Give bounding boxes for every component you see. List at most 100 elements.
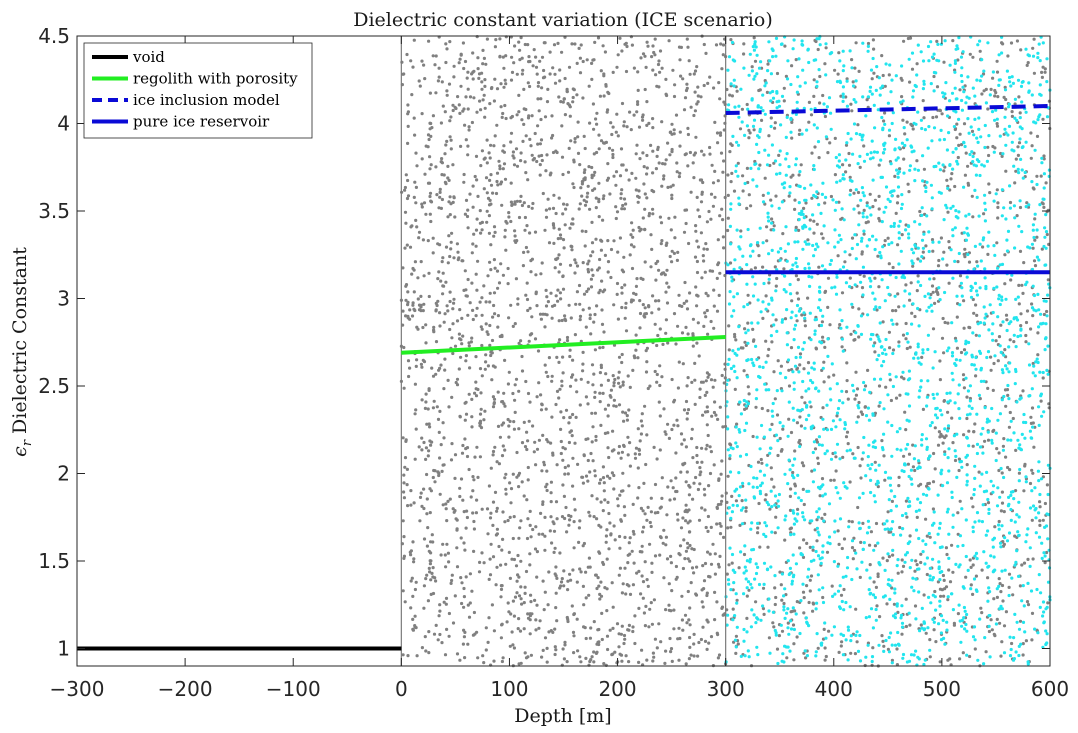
particle-point <box>587 593 591 597</box>
particle-point <box>424 341 428 345</box>
particle-point <box>982 662 986 666</box>
particle-point <box>686 332 690 336</box>
particle-point <box>1024 333 1028 338</box>
particle-point <box>488 102 492 106</box>
particle-point <box>704 525 708 530</box>
particle-point <box>448 327 452 332</box>
particle-point <box>746 580 751 584</box>
particle-point <box>602 94 606 98</box>
particle-point <box>540 469 544 473</box>
particle-point <box>748 131 752 135</box>
particle-point <box>402 496 406 500</box>
particle-point <box>618 174 623 178</box>
particle-point <box>548 50 552 54</box>
particle-point <box>910 259 914 263</box>
particle-point <box>674 342 678 346</box>
particle-point <box>624 69 629 74</box>
particle-point <box>858 633 862 638</box>
particle-point <box>561 458 565 462</box>
particle-point <box>576 462 580 466</box>
particle-point <box>402 345 406 350</box>
particle-point <box>976 264 980 268</box>
particle-point <box>406 194 411 198</box>
particle-point <box>572 612 577 616</box>
particle-point <box>696 321 700 325</box>
particle-point <box>680 594 684 598</box>
particle-point <box>684 152 688 156</box>
particle-point <box>977 393 982 397</box>
particle-point <box>845 430 850 434</box>
particle-point <box>755 645 759 649</box>
particle-point <box>970 129 975 133</box>
particle-point <box>712 326 716 330</box>
particle-point <box>734 651 738 656</box>
particle-point <box>443 110 447 114</box>
particle-point <box>581 261 585 265</box>
particle-point <box>608 628 612 632</box>
particle-point <box>719 151 724 155</box>
particle-point <box>883 527 887 531</box>
particle-point <box>701 625 705 629</box>
particle-point <box>561 238 566 242</box>
particle-point <box>792 627 797 632</box>
particle-point <box>916 274 920 278</box>
particle-point <box>648 607 652 611</box>
particle-point <box>1024 475 1028 479</box>
particle-point <box>554 257 558 262</box>
particle-point <box>651 212 655 216</box>
particle-point <box>866 41 871 46</box>
particle-point <box>898 167 902 171</box>
particle-point <box>588 514 592 518</box>
particle-point <box>678 144 682 148</box>
particle-point <box>406 124 410 128</box>
particle-point <box>524 245 529 250</box>
particle-point <box>737 471 741 475</box>
particle-point <box>409 489 413 493</box>
particle-point <box>761 265 765 269</box>
particle-point <box>802 341 806 345</box>
particle-point <box>491 523 495 528</box>
particle-point <box>1017 141 1022 145</box>
particle-point <box>437 368 441 372</box>
particle-point <box>834 455 838 459</box>
particle-point <box>450 395 454 399</box>
particle-point <box>515 579 519 583</box>
particle-point <box>1008 184 1012 188</box>
particle-point <box>643 512 647 516</box>
particle-point <box>737 494 741 498</box>
particle-point <box>818 494 822 498</box>
particle-point <box>412 560 416 564</box>
particle-point <box>403 465 407 469</box>
particle-point <box>664 535 669 539</box>
particle-point <box>735 504 740 508</box>
particle-point <box>1045 368 1049 372</box>
particle-point <box>767 347 771 351</box>
particle-point <box>429 200 434 204</box>
particle-point <box>794 261 798 265</box>
particle-point <box>609 395 613 399</box>
particle-point <box>973 647 977 651</box>
particle-point <box>570 604 574 608</box>
particle-point <box>792 658 796 662</box>
particle-point <box>643 560 647 564</box>
particle-point <box>434 54 438 58</box>
particle-point <box>454 106 458 111</box>
particle-point <box>904 624 909 629</box>
particle-point <box>622 120 626 124</box>
particle-point <box>873 276 877 280</box>
particle-point <box>409 606 413 610</box>
particle-point <box>860 286 865 290</box>
particle-point <box>594 434 598 439</box>
particle-point <box>954 562 958 567</box>
particle-point <box>977 519 981 523</box>
particle-point <box>901 652 906 657</box>
particle-point <box>589 277 594 281</box>
particle-point <box>995 59 999 63</box>
particle-point <box>413 260 417 264</box>
particle-point <box>1020 563 1024 567</box>
particle-point <box>660 120 664 124</box>
particle-point <box>938 108 942 112</box>
particle-point <box>838 496 842 500</box>
particle-point <box>931 327 936 331</box>
particle-point <box>989 618 993 622</box>
